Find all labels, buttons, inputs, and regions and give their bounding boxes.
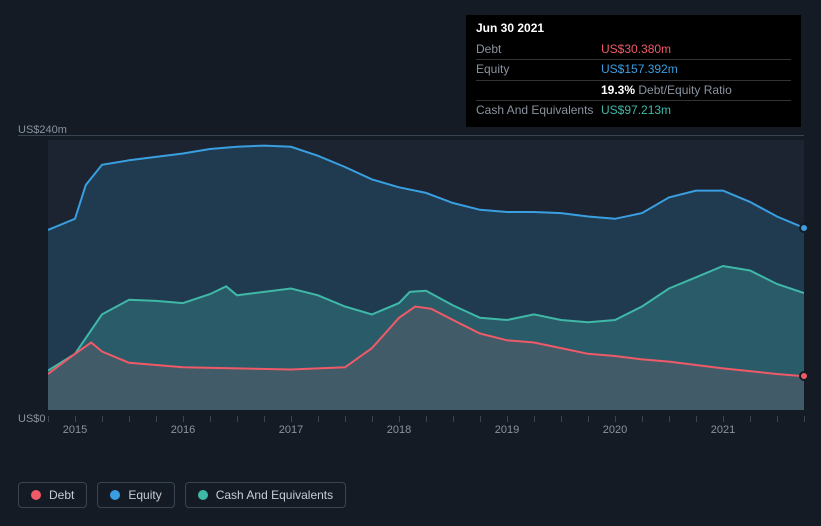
tooltip-row: EquityUS$157.392m (476, 59, 791, 80)
x-tick (696, 416, 697, 422)
hover-tooltip: Jun 30 2021 DebtUS$30.380mEquityUS$157.3… (466, 15, 801, 127)
tooltip-row: Cash And EquivalentsUS$97.213m (476, 100, 791, 121)
x-tick (507, 416, 508, 422)
x-tick (588, 416, 589, 422)
hover-marker-equity (799, 223, 809, 233)
x-tick (399, 416, 400, 422)
tooltip-row: DebtUS$30.380m (476, 40, 791, 60)
x-tick (318, 416, 319, 422)
x-tick (48, 416, 49, 422)
legend-label: Cash And Equivalents (216, 488, 333, 502)
x-tick (777, 416, 778, 422)
legend-swatch (198, 490, 208, 500)
legend-swatch (31, 490, 41, 500)
legend-item-debt[interactable]: Debt (18, 482, 87, 508)
x-axis-label: 2018 (387, 424, 411, 436)
x-tick (669, 416, 670, 422)
legend: Debt Equity Cash And Equivalents (18, 482, 346, 508)
x-tick (183, 416, 184, 422)
x-axis: 2015 2016 2017 2018 2019 2020 2021 (48, 416, 804, 436)
x-tick (750, 416, 751, 422)
tooltip-row-value: US$30.380m (601, 42, 791, 58)
legend-item-cash-and-equivalents[interactable]: Cash And Equivalents (185, 482, 346, 508)
hover-marker-debt (799, 371, 809, 381)
x-tick (615, 416, 616, 422)
x-tick (642, 416, 643, 422)
tooltip-row-value: US$157.392m (601, 62, 791, 78)
tooltip-row-value: US$97.213m (601, 103, 791, 119)
x-tick (102, 416, 103, 422)
x-axis-label: 2021 (711, 424, 735, 436)
x-tick (75, 416, 76, 422)
x-tick (264, 416, 265, 422)
tooltip-date: Jun 30 2021 (476, 21, 791, 40)
chart-plot-area[interactable] (48, 140, 804, 410)
x-tick (534, 416, 535, 422)
x-tick (561, 416, 562, 422)
legend-label: Debt (49, 488, 74, 502)
x-tick (804, 416, 805, 422)
x-axis-label: 2020 (603, 424, 627, 436)
x-tick (723, 416, 724, 422)
x-tick (210, 416, 211, 422)
tooltip-row-label: Debt (476, 42, 601, 58)
x-tick (291, 416, 292, 422)
legend-item-equity[interactable]: Equity (97, 482, 174, 508)
tooltip-row-label: Equity (476, 62, 601, 78)
y-axis-label-min: US$0 (18, 413, 46, 425)
x-tick (129, 416, 130, 422)
x-axis-label: 2016 (171, 424, 195, 436)
x-tick (156, 416, 157, 422)
legend-label: Equity (128, 488, 161, 502)
x-tick (480, 416, 481, 422)
x-tick (453, 416, 454, 422)
tooltip-row: 19.3% Debt/Equity Ratio (476, 80, 791, 101)
tooltip-row-value: 19.3% Debt/Equity Ratio (601, 83, 791, 99)
y-gridline-max (18, 135, 804, 136)
x-axis-label: 2019 (495, 424, 519, 436)
tooltip-row-label: Cash And Equivalents (476, 103, 601, 119)
chart-svg (48, 140, 804, 410)
x-axis-label: 2017 (279, 424, 303, 436)
x-axis-label: 2015 (63, 424, 87, 436)
legend-swatch (110, 490, 120, 500)
x-tick (345, 416, 346, 422)
x-tick (372, 416, 373, 422)
x-tick (237, 416, 238, 422)
tooltip-row-label (476, 83, 601, 99)
x-tick (426, 416, 427, 422)
